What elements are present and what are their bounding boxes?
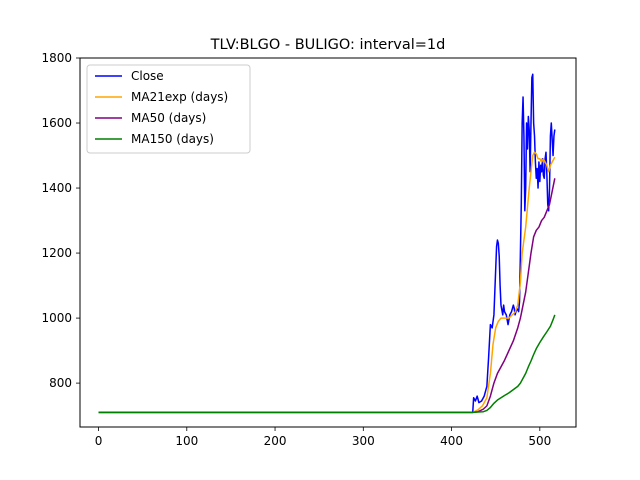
y-tick-label: 1600 — [41, 116, 72, 130]
legend-label: MA21exp (days) — [131, 90, 228, 104]
series-line-ma150-days — [98, 314, 556, 414]
x-tick-label: 500 — [528, 434, 551, 448]
legend-items: Close MA21exp (days) MA50 (days) MA150 (day… — [95, 69, 228, 146]
legend-label: MA150 (days) — [131, 132, 214, 146]
chart-title: TLV:BLGO - BULIGO: interval=1d — [210, 37, 446, 53]
y-tick-label: 800 — [49, 376, 72, 390]
y-tick-label: 1200 — [41, 246, 72, 260]
x-tick-label: 400 — [440, 434, 463, 448]
y-tick-label: 1800 — [41, 51, 72, 65]
series-line-ma21exp-days — [98, 151, 556, 414]
legend-label: Close — [131, 69, 164, 83]
plot-area — [79, 57, 577, 428]
legend-box — [86, 64, 251, 154]
y-axis: 800 1000 1200 1400 1600 1800 — [41, 51, 80, 390]
x-axis: 0 100 200 300 400 500 — [95, 427, 551, 448]
x-tick-label: 100 — [175, 434, 198, 448]
y-tick-label: 1400 — [41, 181, 72, 195]
legend-label: MA50 (days) — [131, 111, 206, 125]
x-tick-label: 0 — [95, 434, 103, 448]
y-tick-label: 1000 — [41, 311, 72, 325]
x-tick-label: 200 — [264, 434, 287, 448]
series-line-ma50-days — [98, 178, 556, 414]
series-layer — [98, 73, 556, 414]
series-line-close — [98, 73, 556, 414]
x-tick-label: 300 — [352, 434, 375, 448]
legend: Close MA21exp (days) MA50 (days) MA150 (day… — [86, 64, 251, 154]
plot-frame — [79, 57, 577, 428]
